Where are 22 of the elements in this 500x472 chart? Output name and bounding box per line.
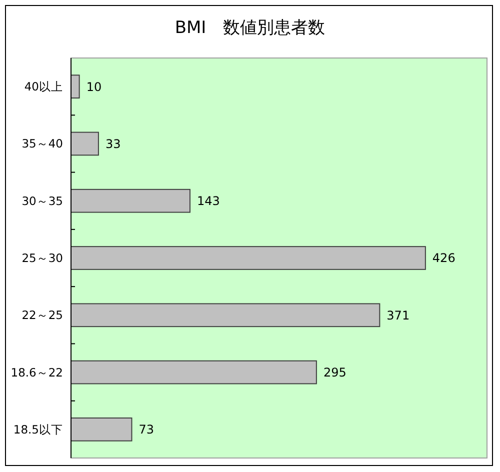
data-label: 295 [323, 365, 346, 380]
bar [70, 74, 80, 98]
bar [70, 418, 132, 442]
data-label: 426 [432, 251, 456, 266]
data-label: 371 [386, 308, 410, 322]
data-label: 10 [86, 80, 102, 94]
data-label: 33 [105, 136, 121, 151]
data-label: 73 [138, 422, 154, 437]
y-tick-label: 18.6～22 [10, 365, 63, 380]
y-tick-label: 22～25 [22, 308, 63, 322]
chart-title: BMI 数値別患者数 [174, 18, 326, 38]
y-tick-label: 40以上 [24, 80, 63, 94]
bar [70, 360, 317, 384]
bar [70, 132, 99, 156]
y-tick-label: 25～30 [22, 251, 63, 266]
y-tick-label: 30～35 [22, 194, 63, 208]
bar [70, 188, 190, 213]
y-tick-label: 35～40 [22, 136, 63, 151]
data-label: 143 [196, 194, 220, 208]
bar [70, 246, 426, 270]
bar [70, 303, 380, 328]
y-tick-label: 18.5以下 [13, 422, 63, 436]
